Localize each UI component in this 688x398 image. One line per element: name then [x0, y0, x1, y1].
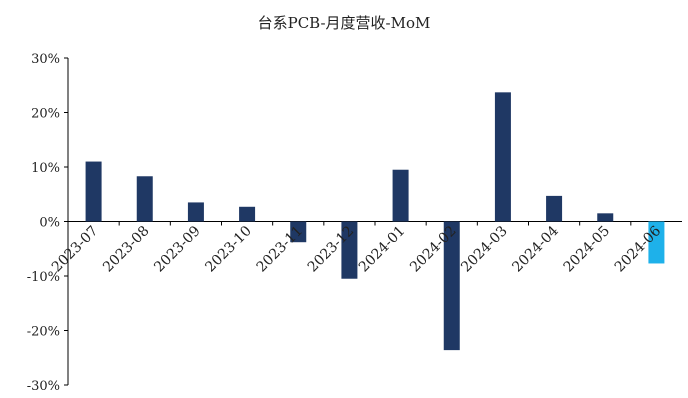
- x-tick-label: 2024-04: [509, 223, 562, 276]
- bar-2023-09: [187, 202, 204, 222]
- y-tick-label: 20%: [31, 107, 60, 122]
- bar-2023-08: [136, 176, 153, 222]
- y-tick-label: -30%: [27, 379, 60, 394]
- x-tick-label: 2024-01: [356, 223, 408, 275]
- y-tick-label: -20%: [27, 325, 60, 340]
- x-tick-label: 2023-09: [151, 223, 203, 275]
- bar-2023-12: [341, 221, 358, 279]
- y-tick-label: -10%: [27, 270, 60, 285]
- x-tick-label: 2023-10: [202, 223, 254, 275]
- y-tick-label: 0%: [39, 216, 60, 231]
- bar-2024-01: [392, 169, 409, 222]
- y-axis: 30% 20% 10% 0% -10% -20% -30%: [27, 52, 69, 394]
- bar-2023-11: [290, 221, 307, 243]
- bars: [85, 92, 665, 351]
- x-tick-label: 2023-07: [49, 223, 101, 275]
- bar-2024-05: [597, 213, 614, 222]
- bar-2023-07: [85, 161, 102, 222]
- x-tick-label: 2024-05: [561, 223, 613, 275]
- bar-2024-04: [546, 195, 563, 222]
- bar-2024-06: [648, 221, 665, 264]
- y-tick-label: 10%: [31, 161, 60, 176]
- chart-title: 台系PCB-月度营收-MoM: [258, 14, 431, 32]
- x-tick-label: 2024-03: [458, 223, 510, 275]
- bar-2024-02: [443, 221, 460, 351]
- bar-2023-10: [239, 206, 256, 222]
- x-tick-label: 2023-11: [254, 223, 306, 275]
- x-tick-label: 2023-08: [100, 223, 152, 275]
- y-tick-label: 30%: [31, 52, 60, 67]
- x-axis: [68, 221, 682, 226]
- bar-2024-03: [494, 92, 511, 222]
